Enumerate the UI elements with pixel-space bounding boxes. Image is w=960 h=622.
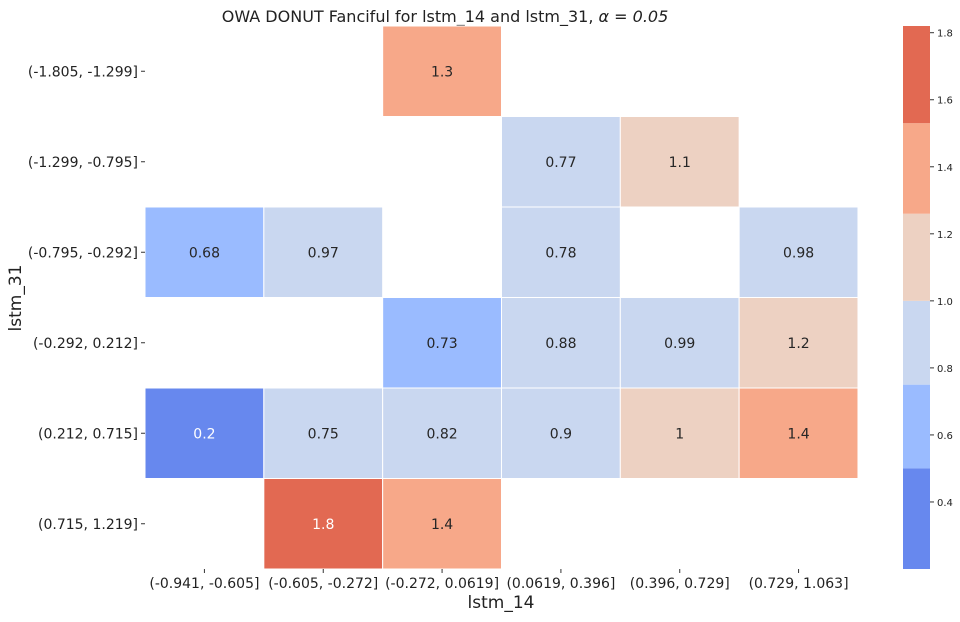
heatmap-cell — [619, 297, 740, 389]
heatmap-cell — [500, 387, 621, 479]
y-tick-label: (0.212, 0.715] — [38, 426, 138, 442]
heatmap-cell — [382, 297, 502, 389]
heatmap-cell — [263, 387, 384, 479]
colorbar-bin — [903, 123, 930, 214]
cell-value-label: 1.1 — [669, 155, 691, 171]
heatmap-cell — [144, 387, 265, 479]
heatmap-cell — [382, 478, 502, 570]
colorbar-tick-label: 1.8 — [937, 29, 953, 40]
x-tick-label: (-0.272, 0.0619] — [385, 576, 499, 592]
colorbar-tick-label: 0.8 — [937, 364, 953, 375]
cell-value-label: 0.88 — [545, 336, 576, 352]
colorbar-tick-label: 1.2 — [937, 230, 953, 241]
heatmap-cell — [263, 206, 384, 298]
x-axis-ticks: (-0.941, -0.605] (-0.605, -0.272] (-0.272,… — [149, 569, 849, 592]
heatmap-cell — [382, 387, 502, 479]
heatmap-cell — [738, 387, 859, 479]
y-axis-ticks: (-1.805, -1.299] (-1.299, -0.795] (-0.795,… — [28, 64, 145, 533]
x-tick-label: (0.396, 0.729] — [630, 576, 730, 592]
colorbar-tick-label: 0.6 — [937, 431, 953, 442]
colorbar-bin — [903, 26, 930, 124]
y-tick-label: (-1.299, -0.795] — [28, 155, 138, 171]
heatmap-cell — [738, 297, 859, 389]
cell-value-label: 1.2 — [787, 336, 809, 352]
colorbar-tick-label: 1.0 — [937, 297, 953, 308]
cell-value-label: 0.78 — [545, 245, 576, 261]
heatmap-cell — [619, 387, 740, 479]
cell-value-label: 0.82 — [426, 426, 457, 442]
x-tick-label: (0.0619, 0.396] — [506, 576, 615, 592]
chart-title-alpha: α = 0.05 — [599, 7, 669, 26]
cell-value-label: 0.9 — [550, 426, 572, 442]
cell-value-label: 0.2 — [193, 426, 215, 442]
heatmap-cell — [500, 206, 621, 298]
cell-value-label: 1.4 — [787, 426, 809, 442]
colorbar-bin — [903, 300, 930, 385]
cell-value-label: 0.77 — [545, 155, 576, 171]
heatmap-cell — [263, 478, 384, 570]
x-tick-label: (-0.941, -0.605] — [149, 576, 259, 592]
y-tick-label: (-0.292, 0.212] — [33, 336, 138, 352]
colorbar-tick-label: 0.4 — [937, 498, 953, 509]
cell-value-label: 0.99 — [664, 336, 695, 352]
colorbar: 0.4 0.6 0.8 1.0 1.2 1.4 1.6 1.8 — [903, 26, 953, 569]
heatmap-cell — [382, 25, 502, 117]
colorbar-bin — [903, 468, 930, 569]
heatmap-cell — [144, 206, 265, 298]
heatmap-cell — [500, 116, 621, 208]
cell-value-label: 0.68 — [189, 245, 220, 261]
cell-value-label: 1.3 — [431, 64, 453, 80]
x-tick-label: (0.729, 1.063] — [749, 576, 849, 592]
x-tick-label: (-0.605, -0.272] — [268, 576, 378, 592]
colorbar-bin — [903, 213, 930, 301]
y-axis-label: lstm_31 — [6, 265, 26, 332]
cell-value-label: 1.4 — [431, 517, 453, 533]
cell-value-label: 0.75 — [308, 426, 339, 442]
heatmap-cells: 1.3 0.77 1.1 0.68 0.97 0.78 0.98 0.73 0.88 0.99 1.… — [144, 25, 859, 570]
chart-title: OWA DONUT Fanciful for lstm_14 and lstm_… — [222, 7, 669, 27]
chart-title-main: OWA DONUT Fanciful for lstm_14 and lstm_… — [222, 7, 599, 27]
y-tick-label: (-1.805, -1.299] — [28, 64, 138, 80]
cell-value-label: 0.73 — [426, 336, 457, 352]
y-tick-label: (0.715, 1.219] — [38, 517, 138, 533]
y-tick-label: (-0.795, -0.292] — [28, 245, 138, 261]
cell-value-label: 0.98 — [783, 245, 814, 261]
x-axis-label: lstm_14 — [468, 593, 535, 613]
cell-value-label: 0.97 — [308, 245, 339, 261]
colorbar-tick-label: 1.4 — [937, 163, 953, 174]
colorbar-tick-label: 1.6 — [937, 96, 953, 107]
cell-value-label: 1 — [675, 426, 684, 442]
colorbar-bin — [903, 384, 930, 469]
heatmap-cell — [619, 116, 740, 208]
cell-value-label: 1.8 — [312, 517, 334, 533]
